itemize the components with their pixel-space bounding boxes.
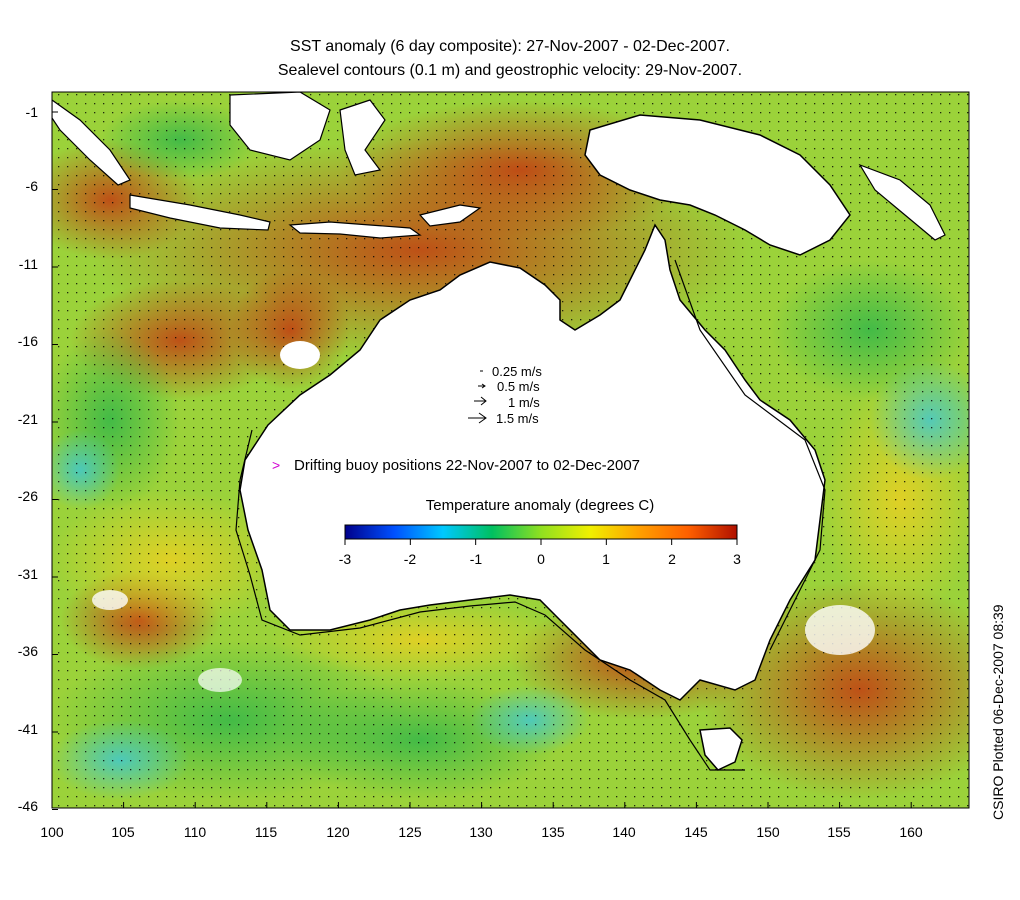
sumatra-island xyxy=(52,99,131,186)
sulawesi-island xyxy=(339,99,386,176)
australia-landmass xyxy=(239,223,826,701)
credit-label: CSIRO Plotted 06-Dec-2007 08:39 xyxy=(990,604,1006,820)
x-tick-label-6: 130 xyxy=(469,824,493,840)
x-tick-label-7: 135 xyxy=(541,824,565,840)
timor-island xyxy=(418,204,482,227)
y-tick-label-9: -46 xyxy=(17,798,38,814)
colorbar xyxy=(344,524,738,540)
lesser-sunda-islands xyxy=(288,221,422,239)
velocity-label-1-5: 1.5 m/s xyxy=(496,411,539,426)
plot-frame xyxy=(51,91,970,809)
java-island xyxy=(129,194,271,231)
velocity-arrow-1 xyxy=(474,396,487,406)
title-line-1: SST anomaly (6 day composite): 27-Nov-20… xyxy=(290,38,730,55)
sst-anomaly-field xyxy=(52,92,969,808)
borneo-island xyxy=(229,92,331,161)
x-tick-label-10: 150 xyxy=(756,824,780,840)
y-tick-label-6: -31 xyxy=(17,566,38,582)
velocity-arrow-0-5 xyxy=(478,383,486,389)
velocity-legend-arrows xyxy=(468,370,487,424)
colorbar-tick-label-3: 0 xyxy=(537,551,545,567)
y-tick-label-8: -41 xyxy=(17,721,38,737)
x-tick-label-4: 120 xyxy=(326,824,350,840)
velocity-label-1: 1 m/s xyxy=(508,395,540,410)
pacific-islands xyxy=(858,163,946,241)
y-tick-label-5: -26 xyxy=(17,488,38,504)
colorbar-tick-label-2: -1 xyxy=(469,551,483,567)
velocity-label-0-5: 0.5 m/s xyxy=(497,379,540,394)
x-axis-ticks xyxy=(51,802,912,808)
colorbar-tick-label-6: 3 xyxy=(733,551,741,567)
colorbar-tick-label-1: -2 xyxy=(403,551,417,567)
x-tick-label-1: 105 xyxy=(111,824,135,840)
y-tick-label-0: -1 xyxy=(25,104,38,120)
y-tick-label-7: -36 xyxy=(17,643,38,659)
y-tick-label-4: -21 xyxy=(17,411,38,427)
colorbar-tick-label-0: -3 xyxy=(338,551,352,567)
east-coast-contour xyxy=(674,259,826,651)
x-tick-label-2: 110 xyxy=(183,824,207,840)
x-tick-label-11: 155 xyxy=(827,824,851,840)
colorbar-tick-label-4: 1 xyxy=(602,551,610,567)
x-tick-label-8: 140 xyxy=(612,824,636,840)
title-line-2: Sealevel contours (0.1 m) and geostrophi… xyxy=(277,62,743,79)
x-tick-label-0: 100 xyxy=(40,824,64,840)
x-tick-label-9: 145 xyxy=(684,824,708,840)
buoy-positions-label: Drifting buoy positions 22-Nov-2007 to 0… xyxy=(294,457,641,474)
tasmania xyxy=(699,727,743,771)
x-tick-label-3: 115 xyxy=(254,824,278,840)
velocity-arrow-1-5 xyxy=(468,412,487,424)
x-tick-label-12: 160 xyxy=(899,824,923,840)
y-axis-ticks xyxy=(52,111,58,810)
shelf-sealevel-contour xyxy=(235,429,745,771)
colorbar-ticks xyxy=(344,539,738,545)
y-tick-label-1: -6 xyxy=(25,178,38,194)
y-tick-label-2: -11 xyxy=(18,256,38,272)
y-tick-label-3: -16 xyxy=(17,333,38,349)
buoy-marker-icon: > xyxy=(272,457,281,473)
colorbar-title: Temperature anomaly (degrees C) xyxy=(425,497,655,514)
velocity-label-0-25: 0.25 m/s xyxy=(492,364,542,379)
new-guinea xyxy=(584,114,851,256)
colorbar-tick-label-5: 2 xyxy=(668,551,676,567)
x-tick-label-5: 125 xyxy=(398,824,422,840)
